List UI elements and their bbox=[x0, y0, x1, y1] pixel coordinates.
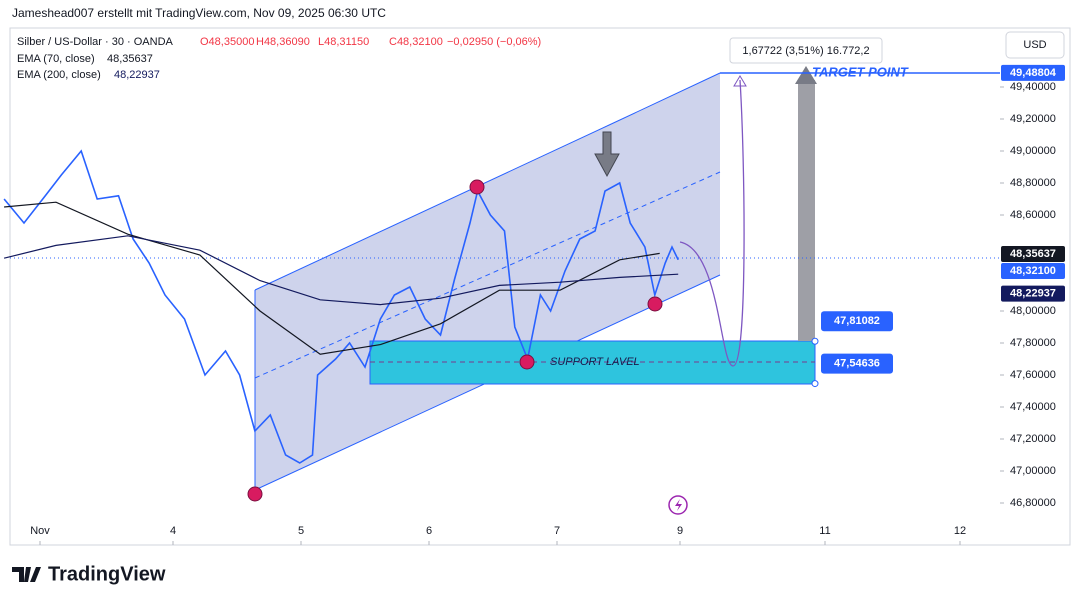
price-tag bbox=[1001, 285, 1065, 302]
marks bbox=[3, 149, 679, 464]
measure-bar bbox=[798, 80, 815, 341]
measure-box bbox=[729, 37, 883, 64]
pivot bbox=[519, 354, 535, 370]
y-tick-label: 48,60000 bbox=[1010, 209, 1056, 221]
legend-close: C48,32100 bbox=[389, 36, 443, 48]
pivot bbox=[647, 296, 663, 312]
price-tag-label: 48,32100 bbox=[1010, 265, 1056, 277]
plot bbox=[254, 66, 1000, 491]
y-tick-label: 47,20000 bbox=[1010, 433, 1056, 445]
ema200-label: EMA (200, close) bbox=[17, 69, 101, 81]
price-tag bbox=[1001, 64, 1065, 81]
event-bolt bbox=[675, 499, 682, 511]
ema70-label: EMA (70, close) bbox=[17, 53, 95, 65]
x-tick-label: 6 bbox=[426, 525, 432, 537]
measure-label: 1,67722 (3,51%) 16.772,2 bbox=[742, 45, 869, 57]
y-tick-label: 48,80000 bbox=[1010, 177, 1056, 189]
channel-mid bbox=[254, 171, 721, 379]
x-tick-label: 5 bbox=[298, 525, 304, 537]
y-tick-label: 47,00000 bbox=[1010, 465, 1056, 477]
y-tick-label: 46,80000 bbox=[1010, 497, 1056, 509]
projection bbox=[679, 79, 745, 367]
y-tick-label: 47,80000 bbox=[1010, 337, 1056, 349]
currency[interactable]: USD bbox=[1023, 39, 1046, 51]
ema-line bbox=[4, 201, 660, 355]
x-tick-label: Nov bbox=[30, 525, 50, 537]
pivot bbox=[247, 486, 263, 502]
level-handle bbox=[811, 380, 819, 388]
price-line bbox=[3, 149, 679, 464]
y-tick-label: 47,60000 bbox=[1010, 369, 1056, 381]
price-tag-label: 49,48804 bbox=[1010, 67, 1057, 79]
ema70-value: 48,35637 bbox=[107, 53, 153, 65]
level-tag bbox=[821, 353, 893, 374]
legend-change: −0,02950 (−0,06%) bbox=[447, 36, 541, 48]
legend-low: L48,31150 bbox=[318, 36, 369, 48]
credit: Jameshead007 erstellt mit TradingView.co… bbox=[12, 6, 386, 20]
y-tick-label: 49,00000 bbox=[1010, 145, 1056, 157]
legend: Silber / US-Dollar · 30 · OANDA O48,3500… bbox=[17, 36, 541, 81]
channel-upper bbox=[606, 72, 721, 127]
channel bbox=[255, 73, 720, 490]
y-tick-label: 49,20000 bbox=[1010, 113, 1056, 125]
x-tick-label: 11 bbox=[819, 525, 830, 537]
y-tick-label: 48,00000 bbox=[1010, 305, 1056, 317]
level-tag-label: 47,54636 bbox=[834, 357, 880, 369]
ema-line bbox=[3, 235, 679, 306]
x-tick-label: 12 bbox=[954, 525, 966, 537]
logo: TradingView bbox=[12, 563, 166, 585]
level-tag-label: 47,81082 bbox=[834, 315, 880, 327]
projection-arrow bbox=[733, 75, 747, 87]
channel-upper bbox=[254, 125, 608, 291]
down-arrow bbox=[594, 131, 620, 178]
price-tag bbox=[1001, 262, 1065, 279]
pivot bbox=[469, 179, 485, 195]
x-tick-label: 9 bbox=[677, 525, 683, 537]
level-tag bbox=[821, 311, 893, 332]
x-tick-label: 4 bbox=[170, 525, 176, 537]
price-tag bbox=[1001, 245, 1065, 262]
target-label: TARGET POINT bbox=[812, 64, 909, 79]
level-handle bbox=[811, 337, 819, 345]
y-tick-label: 49,40000 bbox=[1010, 81, 1056, 93]
legend-high: H48,36090 bbox=[256, 36, 310, 48]
legend-open: O48,35000 bbox=[200, 36, 254, 48]
legend-symbol: Silber / US-Dollar · 30 · OANDA bbox=[17, 36, 174, 48]
ema200-value: 48,22937 bbox=[114, 69, 160, 81]
x-tick-label: 7 bbox=[554, 525, 560, 537]
support-label: SUPPORT LAVEL bbox=[550, 356, 640, 368]
logo-text: TradingView bbox=[48, 563, 166, 585]
price-tag-label: 48,22937 bbox=[1010, 288, 1056, 300]
logo-mark bbox=[12, 567, 41, 582]
measure-arrow bbox=[795, 66, 817, 84]
currency-button[interactable] bbox=[1005, 31, 1065, 59]
price-tag-label: 48,35637 bbox=[1010, 248, 1056, 260]
y-tick-label: 47,40000 bbox=[1010, 401, 1056, 413]
